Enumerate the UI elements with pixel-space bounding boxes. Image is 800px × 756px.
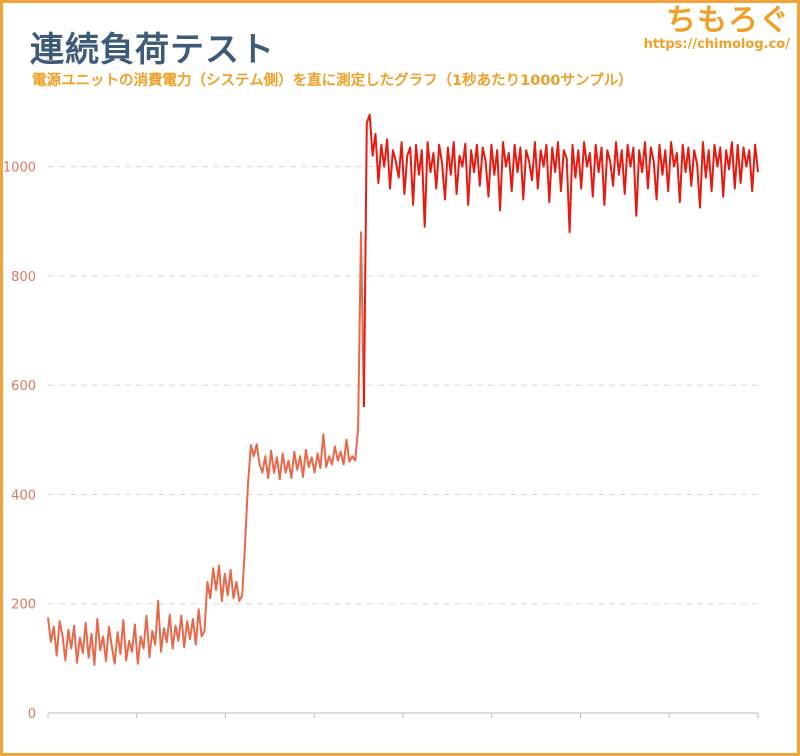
y-tick-label: 800 bbox=[11, 270, 36, 285]
x-axis bbox=[47, 712, 759, 718]
y-tick-label: 600 bbox=[11, 379, 36, 394]
y-tick-label: 1000 bbox=[3, 161, 36, 176]
brand-logo[interactable]: ちもろぐ https://chimolog.co/ bbox=[644, 4, 790, 52]
y-tick-label: 200 bbox=[11, 598, 36, 613]
grid-lines bbox=[48, 166, 758, 605]
chart-subtitle: 電源ユニットの消費電力（システム側）を直に測定したグラフ（1秒あたり1000サン… bbox=[32, 73, 633, 89]
power-series bbox=[47, 113, 759, 666]
y-tick-label: 400 bbox=[11, 488, 36, 503]
brand-name: ちもろぐ bbox=[666, 3, 790, 38]
y-tick-label: 0 bbox=[28, 707, 36, 722]
y-tick-labels: 0 200 400 600 800 1000 bbox=[3, 161, 36, 722]
brand-url[interactable]: https://chimolog.co/ bbox=[643, 37, 790, 52]
chart-title: 連続負荷テスト bbox=[30, 30, 275, 70]
series-line-high-load bbox=[362, 113, 759, 408]
series-line-low-load bbox=[47, 231, 365, 666]
